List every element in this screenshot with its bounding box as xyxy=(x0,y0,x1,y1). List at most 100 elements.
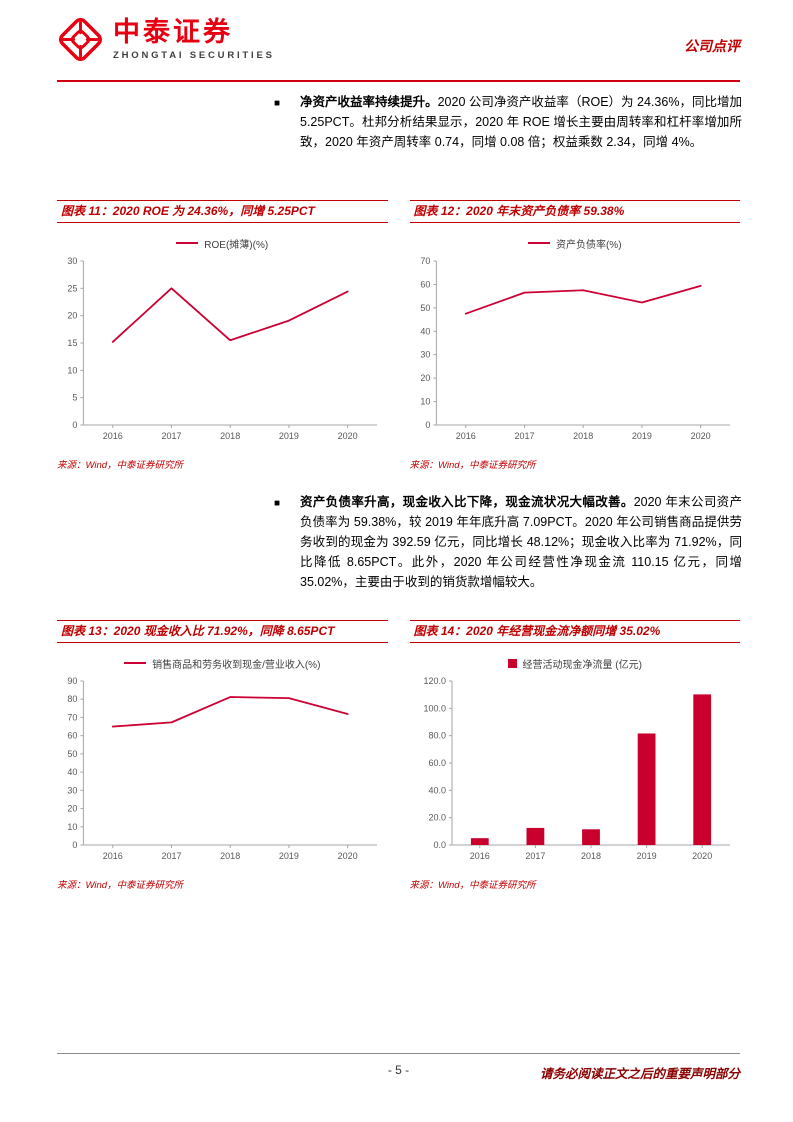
svg-text:2018: 2018 xyxy=(580,851,600,861)
figure-13-chart: 0 10 20 30 40 50 60 70 80 90 2016 2017 2018 2019 2020 xyxy=(67,676,377,861)
svg-text:30: 30 xyxy=(67,785,77,795)
svg-text:20: 20 xyxy=(420,373,430,383)
svg-text:30: 30 xyxy=(420,350,430,360)
page-footer: - 5 - 请务必阅读正文之后的重要声明部分 xyxy=(57,1053,740,1081)
svg-text:60: 60 xyxy=(67,731,77,741)
svg-text:2018: 2018 xyxy=(220,431,240,441)
svg-text:20: 20 xyxy=(67,311,77,321)
legend-line-icon xyxy=(176,242,199,244)
svg-text:0.0: 0.0 xyxy=(433,840,446,850)
svg-text:5: 5 xyxy=(72,393,77,403)
figure-12-source: 来源：Wind，中泰证券研究所 xyxy=(409,460,536,471)
legend-square-icon xyxy=(507,658,517,668)
figure-14-legend-label: 经营活动现金净流量 (亿元) xyxy=(522,659,642,671)
footer-disclaimer: 请务必阅读正文之后的重要声明部分 xyxy=(539,1067,740,1081)
svg-text:2016: 2016 xyxy=(103,851,123,861)
paragraph-roe-text: 净资产收益率持续提升。2020 公司净资产收益率（ROE）为 24.36%，同比… xyxy=(300,92,742,152)
figure-12-title: 图表 12：2020 年末资产负债率 59.38% xyxy=(409,200,740,223)
svg-text:90: 90 xyxy=(67,676,77,686)
paragraph-cashflow-body: 2020 年末公司资产负债率为 59.38%，较 2019 年年底升高 7.09… xyxy=(300,495,742,589)
svg-text:2020: 2020 xyxy=(338,431,358,441)
svg-text:0: 0 xyxy=(72,420,77,430)
chart-row-2: 图表 13：2020 现金收入比 71.92%，同降 8.65PCT 销售商品和… xyxy=(57,620,740,891)
page-header: 中泰证券 ZHONGTAI SECURITIES 公司点评 xyxy=(57,16,740,63)
svg-text:40.0: 40.0 xyxy=(428,785,446,795)
svg-text:60.0: 60.0 xyxy=(428,758,446,768)
svg-text:10: 10 xyxy=(420,397,430,407)
brand-name-en: ZHONGTAI SECURITIES xyxy=(113,49,275,61)
brand-name-cn: 中泰证券 xyxy=(113,17,233,48)
svg-text:120.0: 120.0 xyxy=(423,676,446,686)
svg-text:2020: 2020 xyxy=(692,851,712,861)
svg-text:25: 25 xyxy=(67,283,77,293)
figure-13-title: 图表 13：2020 现金收入比 71.92%，同降 8.65PCT xyxy=(57,620,388,643)
svg-text:2016: 2016 xyxy=(469,851,489,861)
bullet-square-icon: ■ xyxy=(274,98,281,109)
figure-13-source: 来源：Wind，中泰证券研究所 xyxy=(57,880,184,891)
svg-text:50: 50 xyxy=(420,303,430,313)
figure-13-legend: 销售商品和劳务收到现金/营业收入(%) xyxy=(57,656,388,671)
figure-14-chart: 0.0 20.0 40.0 60.0 80.0 100.0 120.0 2016 2017 201… xyxy=(423,676,730,861)
svg-text:2018: 2018 xyxy=(220,851,240,861)
figure-14-legend: 经营活动现金净流量 (亿元) xyxy=(410,656,741,671)
figure-11-legend-label: ROE(摊薄)(%) xyxy=(204,239,269,251)
legend-line-icon xyxy=(124,662,147,664)
legend-line-icon xyxy=(527,242,550,244)
paragraph-roe-body: 2020 公司净资产收益率（ROE）为 24.36%，同比增加 5.25PCT。… xyxy=(300,95,742,149)
figure-13: 图表 13：2020 现金收入比 71.92%，同降 8.65PCT 销售商品和… xyxy=(57,620,388,891)
figure-12: 图表 12：2020 年末资产负债率 59.38% 资产负债率(%) 0 10 20… xyxy=(409,200,740,471)
svg-text:30: 30 xyxy=(67,256,77,266)
paragraph-roe: ■ 净资产收益率持续提升。2020 公司净资产收益率（ROE）为 24.36%，… xyxy=(272,92,742,152)
svg-text:40: 40 xyxy=(420,326,430,336)
svg-text:60: 60 xyxy=(420,279,430,289)
bullet-square-icon: ■ xyxy=(274,498,281,509)
footer-rule xyxy=(57,1053,740,1054)
svg-text:15: 15 xyxy=(67,338,77,348)
svg-text:80.0: 80.0 xyxy=(428,731,446,741)
svg-text:2019: 2019 xyxy=(631,431,651,441)
svg-text:50: 50 xyxy=(67,749,77,759)
figure-14-title: 图表 14：2020 年经营现金流净额同增 35.02% xyxy=(409,620,740,643)
brand: 中泰证券 ZHONGTAI SECURITIES xyxy=(57,16,275,63)
figure-11: 图表 11：2020 ROE 为 24.36%，同增 5.25PCT ROE(摊… xyxy=(57,200,388,471)
svg-text:2016: 2016 xyxy=(103,431,123,441)
footer-line: - 5 - 请务必阅读正文之后的重要声明部分 xyxy=(57,1063,740,1081)
svg-text:2018: 2018 xyxy=(573,431,593,441)
figure-13-legend-label: 销售商品和劳务收到现金/营业收入(%) xyxy=(152,659,321,671)
svg-text:2017: 2017 xyxy=(161,851,181,861)
svg-text:20: 20 xyxy=(67,804,77,814)
svg-text:0: 0 xyxy=(425,420,430,430)
svg-text:10: 10 xyxy=(67,822,77,832)
svg-text:2019: 2019 xyxy=(279,851,299,861)
figure-11-title: 图表 11：2020 ROE 为 24.36%，同增 5.25PCT xyxy=(57,200,388,223)
svg-text:80: 80 xyxy=(67,694,77,704)
figure-11-chart: 0 5 10 15 20 25 30 2016 2017 2018 2019 2020 xyxy=(67,256,377,441)
figure-14-source: 来源：Wind，中泰证券研究所 xyxy=(409,880,536,891)
paragraph-roe-lead: 净资产收益率持续提升。 xyxy=(300,95,438,109)
svg-text:20.0: 20.0 xyxy=(428,813,446,823)
paragraph-cashflow: ■ 资产负债率升高，现金收入比下降，现金流状况大幅改善。2020 年末公司资产负… xyxy=(272,492,742,592)
svg-text:70: 70 xyxy=(67,712,77,722)
svg-text:2019: 2019 xyxy=(636,851,656,861)
figure-14: 图表 14：2020 年经营现金流净额同增 35.02% 经营活动现金净流量 (… xyxy=(409,620,741,891)
figure-12-chart: 0 10 20 30 40 50 60 70 2016 2017 2018 2019 2020 xyxy=(420,256,730,441)
figure-12-legend-label: 资产负债率(%) xyxy=(555,239,622,251)
report-type-label: 公司点评 xyxy=(684,38,740,54)
svg-text:0: 0 xyxy=(72,840,77,850)
page-number: - 5 - xyxy=(387,1063,410,1077)
svg-text:70: 70 xyxy=(420,256,430,266)
svg-text:2017: 2017 xyxy=(514,431,534,441)
svg-text:2016: 2016 xyxy=(455,431,475,441)
figure-11-legend: ROE(摊薄)(%) xyxy=(57,236,388,251)
svg-text:2017: 2017 xyxy=(161,431,181,441)
paragraph-cashflow-text: 资产负债率升高，现金收入比下降，现金流状况大幅改善。2020 年末公司资产负债率… xyxy=(300,492,742,592)
svg-text:10: 10 xyxy=(67,365,77,375)
svg-text:40: 40 xyxy=(67,767,77,777)
paragraph-cashflow-lead: 资产负债率升高，现金收入比下降，现金流状况大幅改善。 xyxy=(300,495,634,509)
svg-text:2019: 2019 xyxy=(279,431,299,441)
figure-11-source: 来源：Wind，中泰证券研究所 xyxy=(57,460,184,471)
zhongtai-knot-logo-icon xyxy=(59,18,102,61)
svg-text:2020: 2020 xyxy=(690,431,710,441)
header-rule xyxy=(57,80,740,82)
